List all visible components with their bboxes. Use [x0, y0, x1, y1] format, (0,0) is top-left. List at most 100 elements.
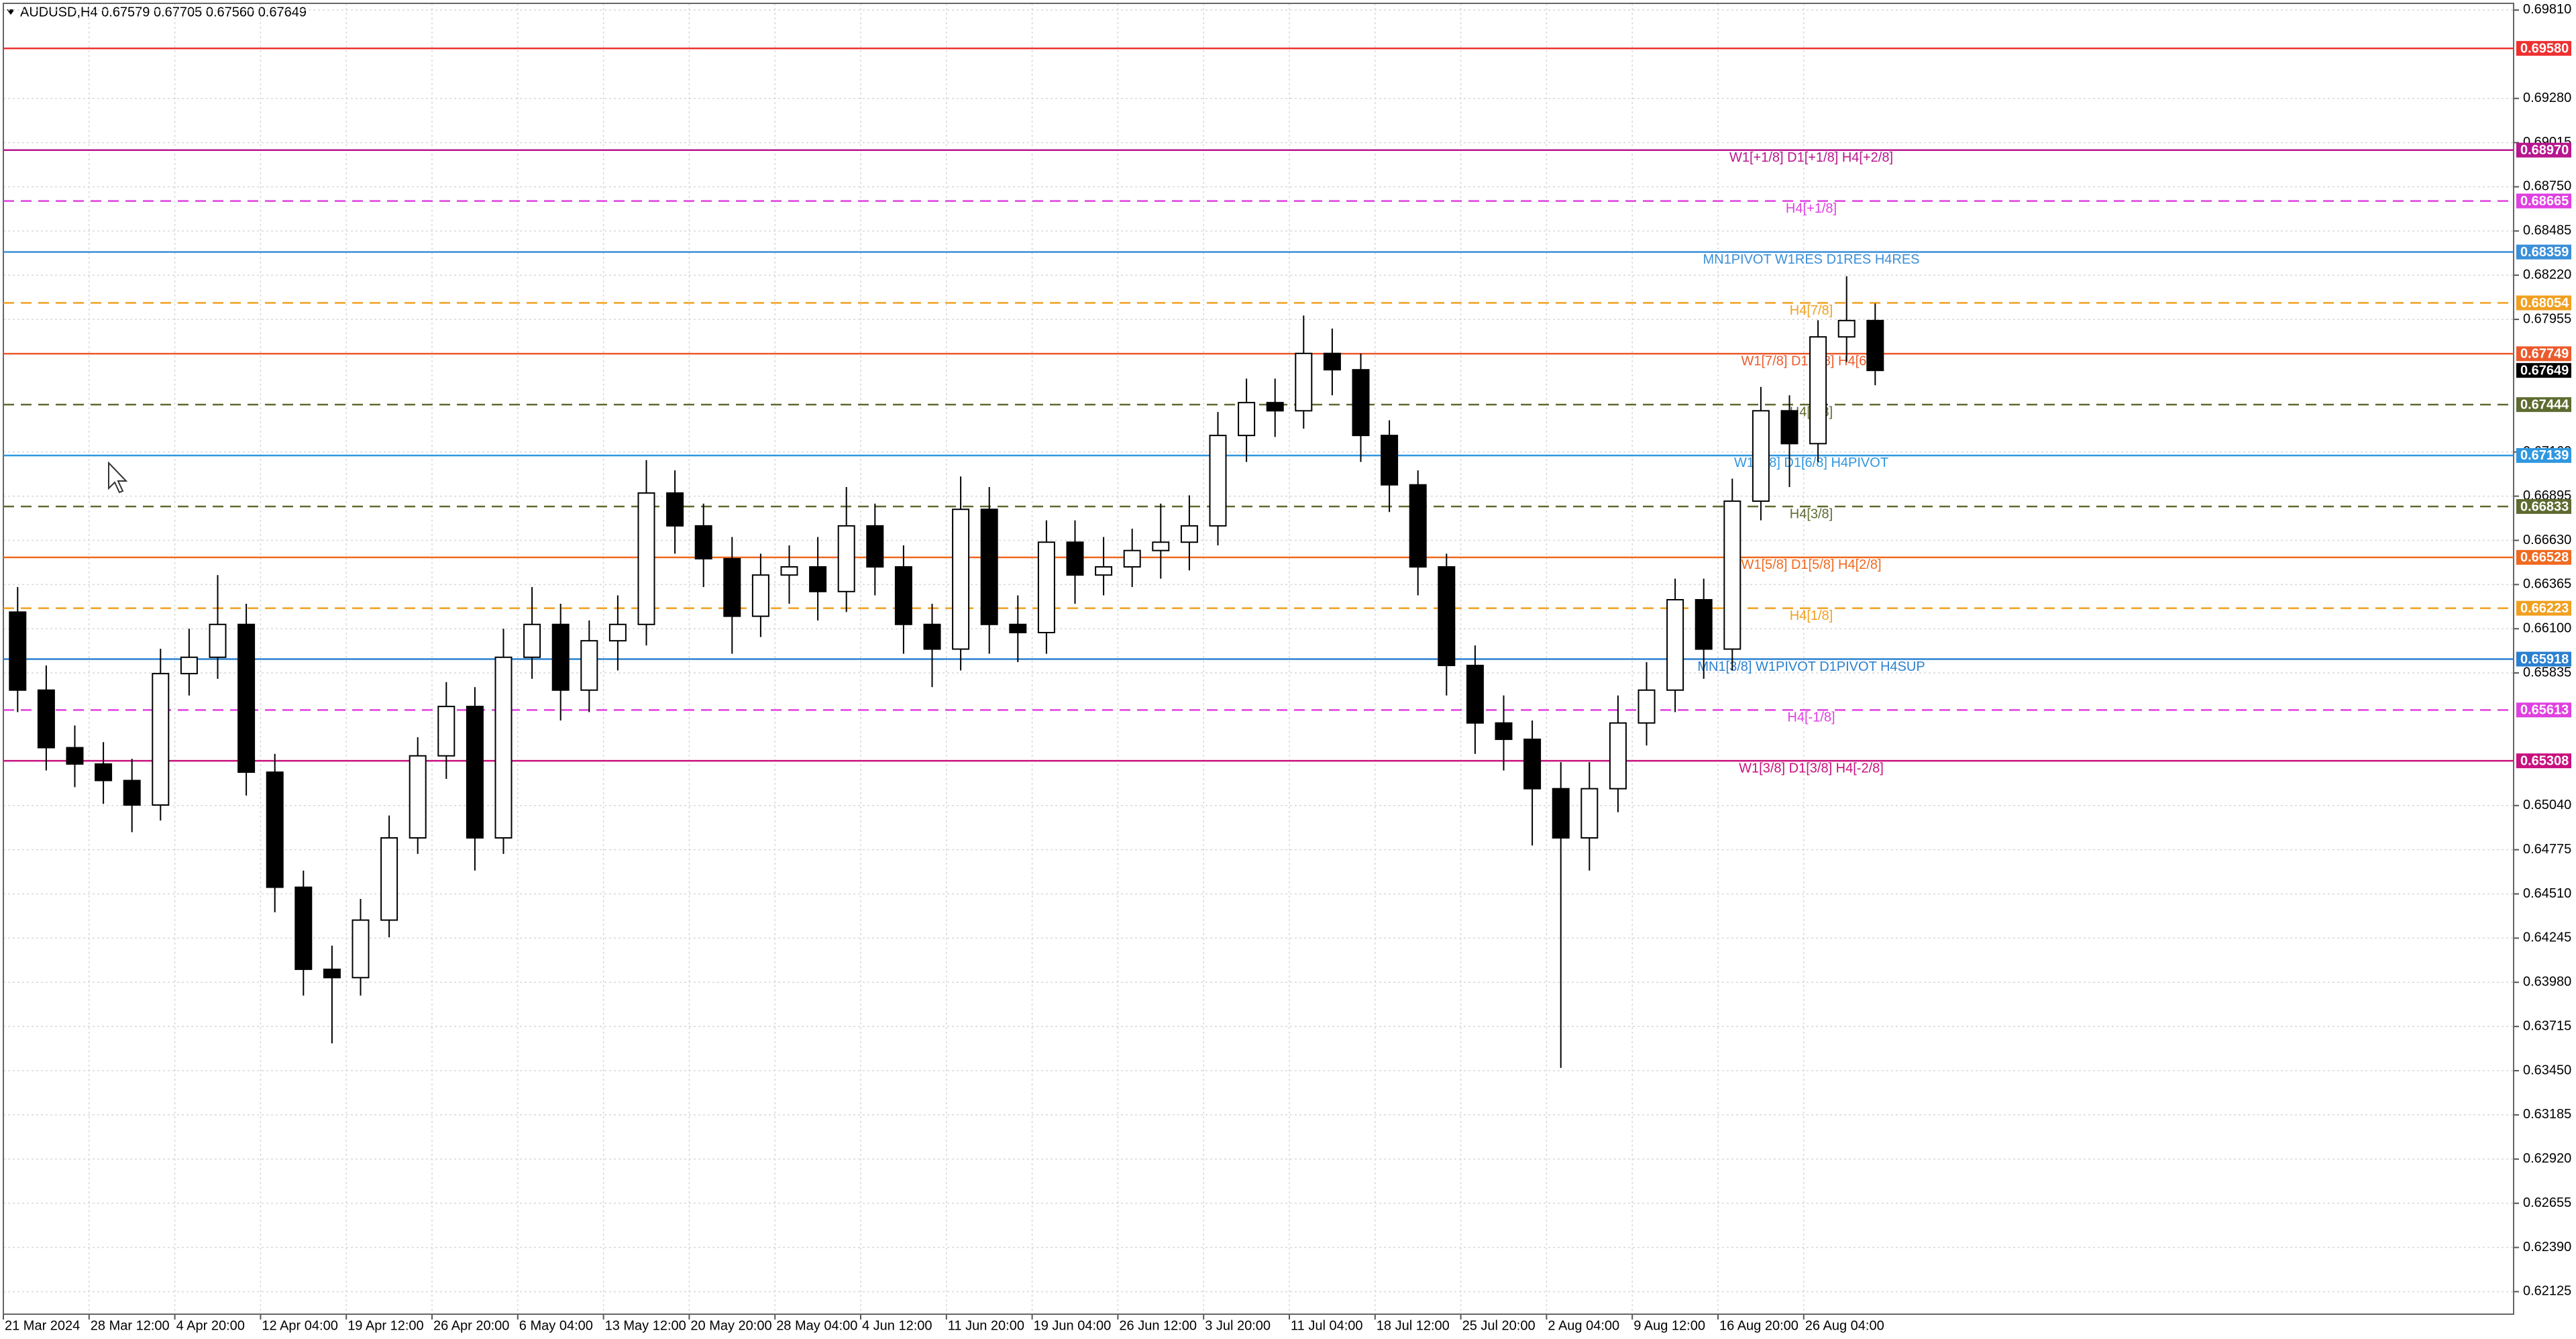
level-label: W1[3/8] D1[3/8] H4[-2/8]: [1739, 761, 1884, 775]
candle-body: [923, 623, 941, 650]
y-tick-label: 0.63980: [2523, 975, 2571, 989]
y-tick-label: 0.66365: [2523, 577, 2571, 592]
candle-body: [1666, 598, 1684, 691]
candle-body: [1552, 788, 1570, 839]
level-label: H4[3/8]: [1790, 506, 1833, 521]
level-price-box: [2516, 244, 2571, 260]
candle-body: [180, 656, 198, 675]
y-tick-label: 0.62920: [2523, 1151, 2571, 1166]
last-price-label: 0.67649: [2520, 363, 2569, 378]
x-tick-label: 21 Mar 2024: [5, 1318, 80, 1333]
x-tick-label: 25 Jul 20:00: [1462, 1318, 1536, 1333]
candle-body: [1780, 410, 1799, 445]
candle-body: [1409, 484, 1427, 568]
candle-body: [1495, 722, 1513, 741]
y-tick-label: 0.63450: [2523, 1063, 2571, 1077]
x-tick-label: 16 Aug 20:00: [1719, 1318, 1799, 1333]
level-price-box: [2516, 549, 2571, 565]
y-tick-label: 0.64510: [2523, 886, 2571, 901]
candle-body: [1580, 788, 1599, 839]
x-tick-label: 4 Apr 20:00: [176, 1318, 245, 1333]
y-tick-label: 0.66100: [2523, 621, 2571, 636]
y-tick-label: 0.69280: [2523, 91, 2571, 105]
candle-body: [1381, 435, 1399, 486]
level-label: H4[+1/8]: [1786, 201, 1837, 216]
x-tick-label: 19 Jun 04:00: [1034, 1318, 1112, 1333]
level-price-box: [2516, 295, 2571, 311]
y-tick-label: 0.62390: [2523, 1240, 2571, 1254]
level-price-label: 0.67749: [2520, 347, 2569, 362]
candle-body: [123, 780, 141, 806]
y-tick-label: 0.67955: [2523, 311, 2571, 326]
candle-body: [9, 611, 27, 691]
level-price-box: [2516, 41, 2571, 56]
level-price-label: 0.65613: [2520, 703, 2569, 718]
level-price-label: 0.68970: [2520, 143, 2569, 158]
candle-body: [95, 763, 113, 782]
mouse-cursor: [108, 461, 128, 494]
x-tick-label: 26 Jun 12:00: [1119, 1318, 1197, 1333]
candle-body: [637, 492, 655, 625]
level-label: W1[6/8] D1[6/8] H4PIVOT: [1734, 456, 1888, 470]
level-price-label: 0.69580: [2520, 41, 2569, 56]
x-tick-label: 20 May 20:00: [690, 1318, 771, 1333]
y-tick-label: 0.65835: [2523, 665, 2571, 680]
candle-body: [751, 574, 769, 617]
y-tick-label: 0.63715: [2523, 1018, 2571, 1033]
x-tick-label: 4 Jun 12:00: [862, 1318, 932, 1333]
level-label: H4[7/8]: [1790, 303, 1833, 318]
candle-body: [980, 508, 998, 625]
candle-body: [1352, 369, 1370, 437]
candle-body: [1723, 500, 1741, 650]
level-price-label: 0.66528: [2520, 550, 2569, 565]
level-price-box: [2516, 142, 2571, 158]
level-price-label: 0.67139: [2520, 448, 2569, 463]
level-price-label: 0.68359: [2520, 245, 2569, 260]
x-tick-label: 6 May 04:00: [519, 1318, 593, 1333]
candle-body: [666, 492, 684, 527]
y-tick-label: 0.62655: [2523, 1195, 2571, 1210]
y-tick-label: 0.64775: [2523, 842, 2571, 857]
candle-body: [209, 623, 227, 658]
candle-body: [266, 771, 284, 888]
y-tick-label: 0.65040: [2523, 798, 2571, 812]
candle-body: [1238, 402, 1256, 437]
candle-body: [323, 968, 341, 979]
candle-body: [1438, 566, 1456, 666]
candle-body: [237, 623, 256, 773]
level-price-box: [2516, 651, 2571, 667]
candle-body: [466, 706, 484, 839]
y-tick-label: 0.64245: [2523, 930, 2571, 945]
x-tick-label: 26 Apr 20:00: [433, 1318, 509, 1333]
candle-body: [380, 837, 398, 921]
level-price-label: 0.68054: [2520, 296, 2569, 311]
level-price-box: [2516, 397, 2571, 413]
x-tick-label: 18 Jul 12:00: [1377, 1318, 1450, 1333]
candle-body: [551, 623, 570, 691]
candle-body: [1095, 566, 1113, 576]
candle-body: [694, 525, 712, 559]
candle-body: [1295, 352, 1313, 412]
y-tick-label: 0.68220: [2523, 268, 2571, 282]
y-tick-label: 0.68750: [2523, 179, 2571, 194]
candle-body: [952, 508, 970, 650]
x-tick-label: 28 May 04:00: [776, 1318, 857, 1333]
candle-body: [780, 566, 798, 576]
candle-body: [494, 656, 513, 839]
candle-body: [1638, 689, 1656, 724]
level-price-box: [2516, 193, 2571, 209]
candle-body: [1266, 402, 1284, 412]
level-label: W1[+1/8] D1[+1/8] H4[+2/8]: [1729, 150, 1893, 165]
candle-body: [1180, 525, 1198, 543]
x-tick-label: 11 Jul 04:00: [1291, 1318, 1363, 1333]
candle-body: [1009, 623, 1027, 633]
y-tick-label: 0.68485: [2523, 223, 2571, 238]
candle-body: [1466, 664, 1484, 724]
level-price-label: 0.66833: [2520, 499, 2569, 514]
symbol-menu-icon[interactable]: [7, 9, 15, 15]
level-price-label: 0.66223: [2520, 601, 2569, 616]
level-label: H4[1/8]: [1790, 608, 1833, 623]
candle-body: [1152, 541, 1170, 551]
candle-body: [409, 755, 427, 839]
